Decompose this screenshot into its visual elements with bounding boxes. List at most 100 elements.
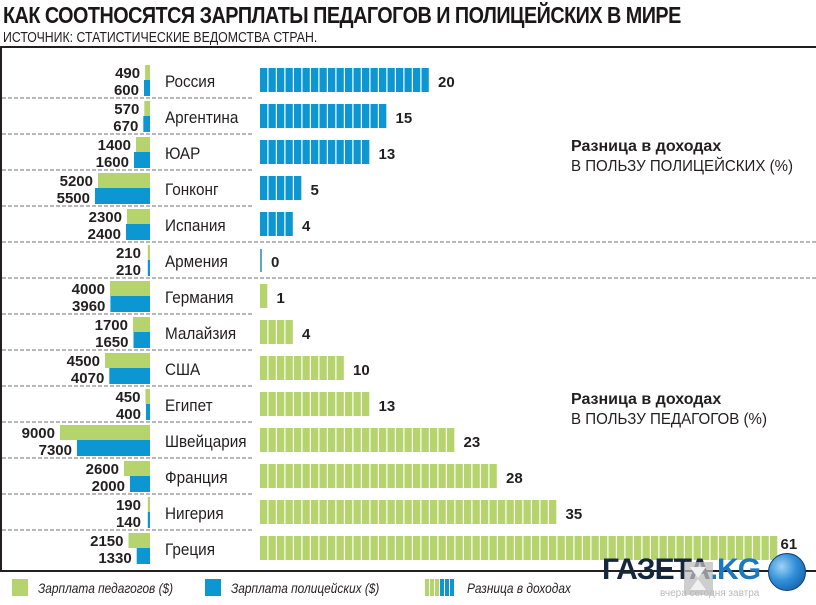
difference-bar-segment: [362, 464, 370, 488]
difference-bar-segment: [345, 392, 353, 416]
teacher-salary-bar: [145, 389, 150, 404]
difference-label: 15: [396, 110, 413, 127]
difference-bar-segment: [260, 356, 268, 380]
difference-bar-segment: [302, 68, 310, 92]
difference-bar-segment: [396, 68, 404, 92]
difference-bar-segment: [277, 320, 285, 344]
difference-bar-segment: [481, 464, 489, 488]
difference-bar-segment: [353, 500, 361, 524]
difference-bar-segment: [285, 140, 293, 164]
police-salary-label: 1600: [96, 154, 129, 171]
difference-label: 5: [311, 182, 319, 199]
difference-bar-segment: [362, 536, 370, 560]
difference-bar-segment: [515, 536, 523, 560]
difference-bar-segment: [302, 464, 310, 488]
difference-bar-segment: [285, 536, 293, 560]
difference-bar-segment: [268, 320, 276, 344]
difference-bar-segment: [481, 500, 489, 524]
difference-bar-segment: [532, 536, 540, 560]
difference-bar-segment: [387, 536, 395, 560]
police-salary-bar: [126, 224, 150, 240]
difference-bar: [260, 500, 557, 524]
police-salary-label: 670: [113, 118, 138, 135]
difference-bar-segment: [345, 428, 353, 452]
teacher-salary-label: 5200: [60, 173, 93, 190]
teacher-salary-bar: [105, 353, 150, 368]
country-label: Германия: [165, 288, 234, 307]
difference-bar-segment: [311, 536, 319, 560]
teacher-salary-bar: [110, 281, 150, 296]
difference-bar-segment: [404, 464, 412, 488]
difference-bar-segment: [311, 68, 319, 92]
difference-label: 4: [302, 218, 311, 235]
difference-bar-segment: [362, 140, 370, 164]
difference-bar-segment: [268, 104, 276, 128]
difference-bar-segment: [319, 68, 327, 92]
difference-bar-segment: [557, 536, 565, 560]
difference-bar-segment: [260, 212, 268, 236]
country-label: Греция: [165, 540, 215, 559]
difference-bar-segment: [489, 464, 497, 488]
police-salary-label: 4070: [71, 370, 104, 387]
difference-bar-segment: [294, 464, 302, 488]
difference-bar-segment: [685, 536, 693, 560]
police-salary-bar: [143, 116, 150, 132]
difference-bar-segment: [260, 464, 268, 488]
difference-bar-segment: [498, 500, 506, 524]
difference-bar-segment: [396, 500, 404, 524]
difference-bar-segment: [302, 500, 310, 524]
difference-bar-segment: [379, 464, 387, 488]
legend-item-difference: Разница в доходах: [425, 579, 589, 596]
police-salary-label: 400: [116, 406, 141, 423]
police-salary-label: 1650: [95, 334, 128, 351]
difference-bar-segment: [396, 428, 404, 452]
difference-bar: [260, 176, 302, 200]
difference-label: 10: [353, 362, 370, 379]
difference-bar-segment: [549, 536, 557, 560]
difference-bar-segment: [328, 500, 336, 524]
teacher-salary-bar: [124, 461, 150, 476]
difference-label: 23: [464, 434, 481, 451]
difference-bar-segment: [447, 500, 455, 524]
difference-bar-segment: [268, 356, 276, 380]
difference-bar-segment: [268, 536, 276, 560]
difference-bar-segment: [523, 536, 531, 560]
difference-bar-segment: [659, 536, 667, 560]
difference-bar-segment: [285, 176, 293, 200]
difference-bar-segment: [285, 104, 293, 128]
difference-bar-segment: [311, 428, 319, 452]
difference-bar-segment: [362, 68, 370, 92]
difference-label: 1: [277, 290, 285, 307]
teacher-salary-bar: [128, 533, 150, 548]
legend-swatch-police: [205, 579, 221, 596]
row-separators: [2, 97, 816, 531]
difference-bar-segment: [387, 428, 395, 452]
police-salary-bar: [134, 152, 150, 168]
difference-bar-segment: [676, 536, 684, 560]
difference-bar-segment: [583, 536, 591, 560]
difference-bar-segment: [268, 212, 276, 236]
police-salary-label: 3960: [72, 298, 105, 315]
difference-bar-segment: [302, 428, 310, 452]
difference-bar-segment: [336, 536, 344, 560]
legend-label-police: Зарплата полицейских ($): [231, 579, 380, 596]
teacher-salary-label: 2600: [86, 461, 119, 478]
police-salary-bar: [109, 368, 150, 384]
difference-bar-segment: [294, 392, 302, 416]
difference-bar-segment: [438, 500, 446, 524]
legend-label-difference: Разница в доходах: [467, 579, 571, 596]
teacher-salary-label: 2150: [90, 533, 123, 550]
teacher-salary-bar: [144, 101, 150, 116]
difference-bar-segment: [472, 464, 480, 488]
teacher-salary-label: 2300: [89, 209, 122, 226]
difference-bar-segment: [523, 500, 531, 524]
difference-bar-segment: [770, 536, 778, 560]
legend-item-police: Зарплата полицейских ($): [205, 579, 406, 596]
legend-item-teachers: Зарплата педагогов ($): [12, 579, 197, 596]
legend-label-teachers: Зарплата педагогов ($): [38, 579, 174, 596]
difference-bar: [260, 104, 387, 128]
hourglass-icon: [684, 562, 713, 595]
police-salary-label: 600: [114, 82, 139, 99]
difference-bar-segment: [294, 176, 302, 200]
difference-bar-segment: [413, 464, 421, 488]
